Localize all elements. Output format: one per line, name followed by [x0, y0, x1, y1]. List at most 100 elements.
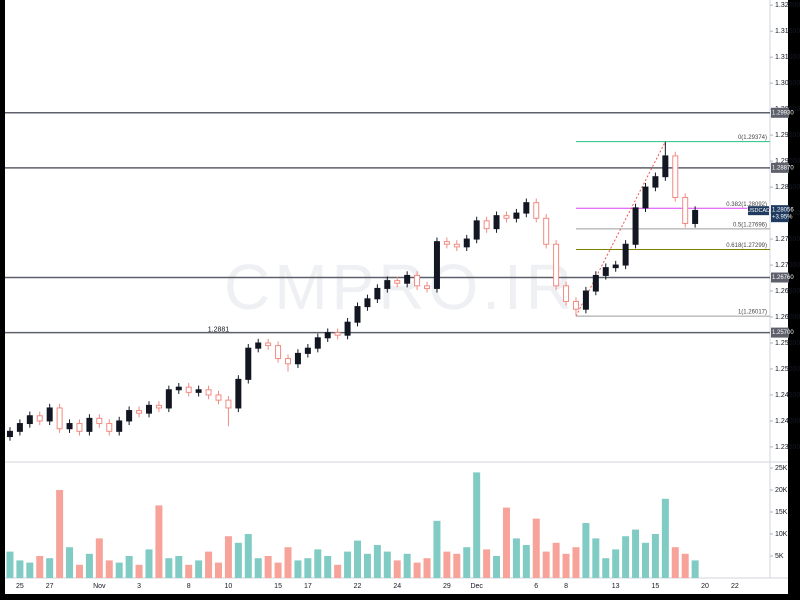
volume-bar: [294, 560, 302, 578]
fib-trend-line: [575, 141, 666, 317]
volume-bar: [373, 545, 381, 578]
volume-bar: [205, 551, 213, 578]
candle-body: [56, 407, 63, 430]
candle-body: [205, 389, 212, 396]
candle-body: [473, 220, 480, 240]
volume-tick-label: 10K: [775, 531, 788, 538]
level-label: 1.26760: [772, 275, 794, 281]
volume-bar: [493, 556, 501, 578]
fib-label: 0.5(1.27696): [733, 222, 767, 228]
volume-tick-label: 25K: [775, 465, 788, 472]
volume-bar: [612, 549, 620, 578]
level-label-box: [771, 162, 789, 173]
volume-bar: [453, 553, 461, 578]
candle-body: [543, 217, 550, 245]
volume-bar: [522, 545, 530, 578]
volume-bar: [115, 562, 123, 578]
volume-bar: [602, 558, 610, 578]
volume-tick-label: 15K: [775, 509, 788, 516]
candle-body: [453, 243, 460, 248]
volume-bar: [383, 551, 391, 578]
candle-body: [523, 202, 530, 214]
volume-bar: [582, 523, 590, 578]
volume-bar: [314, 549, 322, 578]
candle-body: [384, 280, 391, 289]
candle-body: [424, 285, 431, 289]
candle-body: [6, 430, 13, 438]
x-tick-label: 15: [274, 583, 282, 590]
candle-body: [632, 207, 639, 245]
candle-body: [682, 196, 689, 224]
candle-body: [175, 386, 182, 391]
candle-body: [255, 342, 262, 349]
candle-body: [314, 337, 321, 349]
y-tick-label: 1.25500: [775, 340, 800, 347]
y-tick-label: 1.31500: [775, 28, 800, 35]
y-tick-label: 1.23500: [775, 444, 800, 451]
volume-bar: [552, 542, 560, 578]
candle-body: [225, 399, 232, 409]
y-tick-label: 1.29000: [775, 158, 800, 165]
volume-bar: [145, 549, 153, 578]
candle-body: [235, 378, 242, 409]
volume-tick-label: 20K: [775, 487, 788, 494]
y-tick-label: 1.25000: [775, 366, 800, 373]
volume-bar: [105, 560, 113, 578]
y-tick-label: 1.32000: [775, 2, 800, 9]
volume-bar: [234, 542, 242, 578]
candle-body: [304, 347, 311, 354]
symbol-label: USDCAD: [747, 208, 770, 214]
volume-bar: [165, 558, 173, 578]
last-price-box: [771, 205, 789, 223]
fib-label: 0(1.29374): [738, 135, 767, 141]
volume-bar: [344, 551, 352, 578]
volume-bar: [75, 564, 83, 578]
y-tick-label: 1.31000: [775, 54, 800, 61]
volume-bar: [681, 553, 689, 578]
volume-bar: [433, 520, 441, 578]
volume-bar: [354, 540, 362, 578]
y-tick-label: 1.26000: [775, 314, 800, 321]
y-tick-label: 1.30500: [775, 80, 800, 87]
candle-body: [672, 155, 679, 198]
volume-bar: [632, 529, 640, 578]
candle-body: [433, 241, 440, 289]
volume-bar: [334, 564, 342, 578]
candle-body: [592, 274, 599, 292]
volume-bar: [16, 560, 24, 578]
candle-body: [26, 415, 33, 425]
y-tick-label: 1.28500: [775, 184, 800, 191]
candle-body: [652, 176, 659, 188]
candle-body: [443, 241, 450, 245]
fib-label: 0.618(1.27299): [726, 243, 767, 249]
volume-bar: [6, 551, 14, 578]
y-tick-label: 1.27500: [775, 236, 800, 243]
symbol-box: [748, 206, 769, 216]
candle-body: [66, 423, 73, 430]
candle-body: [76, 423, 83, 432]
x-tick-label: Nov: [93, 583, 106, 590]
x-tick-label: 3: [137, 583, 141, 590]
level-label: 1.25700: [772, 330, 794, 336]
volume-bar: [135, 564, 143, 578]
last-price-label: 1.28056: [772, 208, 794, 214]
volume-bar: [393, 560, 401, 578]
volume-bar: [56, 490, 64, 578]
candle-body: [324, 332, 331, 339]
volume-bar: [36, 556, 44, 578]
candle-body: [533, 202, 540, 219]
candle-body: [364, 298, 371, 308]
y-tick-label: 1.27000: [775, 262, 800, 269]
candle-body: [354, 306, 361, 323]
volume-bar: [651, 534, 659, 578]
candle-body: [136, 410, 143, 414]
volume-bar: [423, 558, 431, 578]
volume-bar: [562, 553, 570, 578]
candle-body: [692, 209, 699, 224]
volume-bar: [274, 562, 282, 578]
volume-bar: [463, 547, 471, 578]
candle-body: [16, 423, 23, 432]
volume-bar: [483, 549, 491, 578]
